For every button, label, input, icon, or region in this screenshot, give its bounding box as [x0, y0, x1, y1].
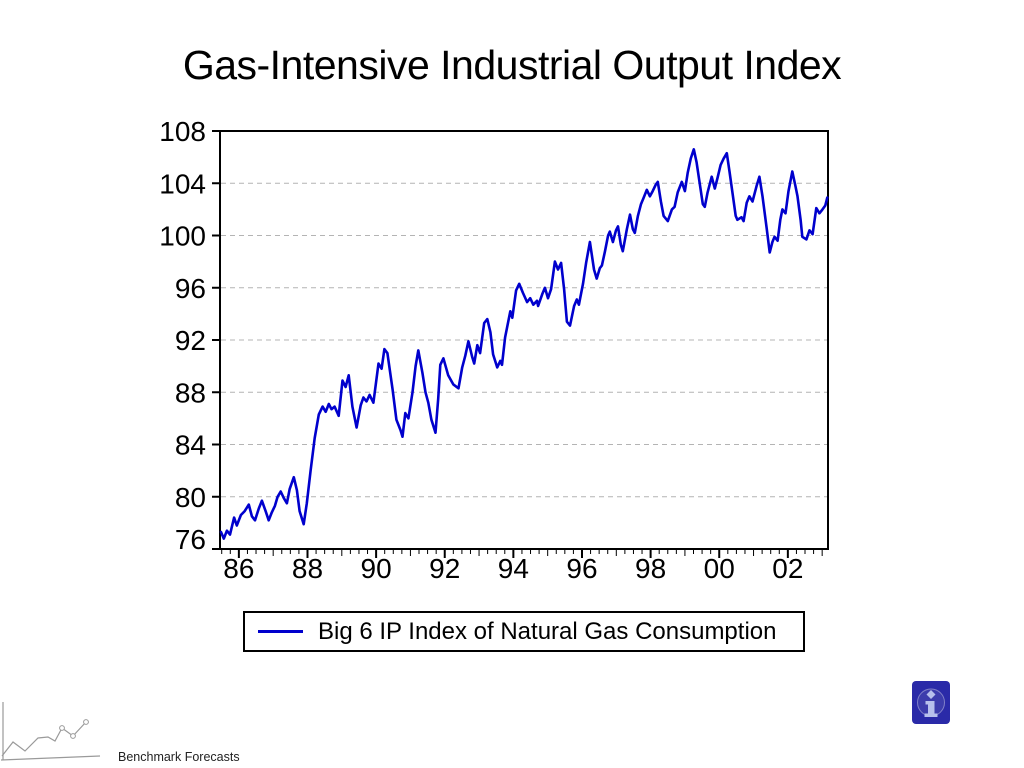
y-tick-label: 96: [175, 273, 206, 304]
info-icon-dot: [926, 690, 936, 699]
logo-axes: [0, 702, 101, 761]
x-tick-label: 90: [361, 553, 392, 584]
series-line: [219, 148, 829, 540]
x-tick-label: 88: [292, 553, 323, 584]
x-tick-label: 86: [223, 553, 254, 584]
logo-sparkline: [1, 721, 87, 757]
x-tick-label: 94: [498, 553, 529, 584]
legend-line-sample: [258, 630, 303, 633]
logo-markers: [59, 719, 89, 739]
legend-label: Big 6 IP Index of Natural Gas Consumptio…: [318, 617, 777, 645]
info-button[interactable]: [912, 681, 950, 724]
y-tick-label: 100: [159, 221, 206, 252]
brand-name: Benchmark Forecasts: [118, 750, 240, 764]
chart-legend: Big 6 IP Index of Natural Gas Consumptio…: [243, 611, 805, 652]
x-tick-label: 98: [635, 553, 666, 584]
y-tick-label: 108: [159, 116, 206, 147]
page-title: Gas-Intensive Industrial Output Index: [182, 42, 842, 88]
y-tick-label: 84: [175, 430, 206, 461]
y-tick-label: 88: [175, 377, 206, 408]
y-tick-label: 104: [159, 168, 206, 199]
info-icon-stem: [924, 701, 938, 717]
x-tick-label: 96: [566, 553, 597, 584]
x-tick-label: 92: [429, 553, 460, 584]
y-tick-label: 80: [175, 482, 206, 513]
x-tick-label: 02: [772, 553, 803, 584]
y-tick-label: 92: [175, 325, 206, 356]
info-icon: [912, 681, 950, 724]
benchmark-logo-chart-icon: [0, 702, 101, 761]
x-tick-label: 00: [704, 553, 735, 584]
y-tick-label: 76: [175, 524, 206, 555]
